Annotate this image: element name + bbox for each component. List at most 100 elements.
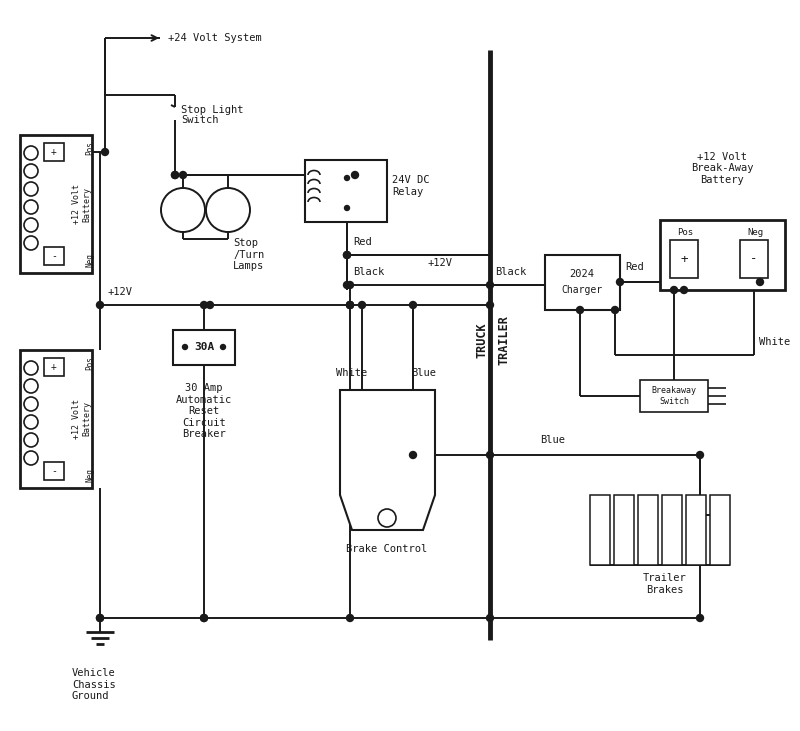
Circle shape [24, 164, 38, 178]
Text: TRAILER: TRAILER [498, 315, 510, 365]
FancyBboxPatch shape [44, 247, 64, 265]
Circle shape [358, 301, 366, 308]
Text: Breakaway
Switch: Breakaway Switch [651, 386, 697, 406]
Circle shape [346, 301, 354, 308]
Text: TRUCK: TRUCK [475, 322, 489, 357]
Circle shape [97, 301, 103, 308]
Circle shape [24, 146, 38, 160]
Text: Black: Black [495, 267, 526, 277]
Text: Blue: Blue [411, 368, 436, 378]
Text: +: + [680, 252, 688, 265]
Circle shape [201, 301, 207, 308]
Text: White: White [336, 368, 367, 378]
Text: +12V: +12V [427, 258, 453, 268]
Circle shape [24, 397, 38, 411]
Text: Brake Control: Brake Control [346, 544, 428, 554]
Text: +: + [51, 362, 57, 372]
Circle shape [410, 301, 417, 308]
Circle shape [378, 509, 396, 527]
Text: White: White [759, 337, 790, 347]
Circle shape [206, 301, 214, 308]
Text: Pos: Pos [677, 228, 693, 237]
Circle shape [346, 281, 354, 289]
Circle shape [97, 615, 103, 621]
Circle shape [346, 615, 354, 621]
FancyBboxPatch shape [640, 380, 708, 412]
Text: +12 Volt
Battery: +12 Volt Battery [72, 399, 92, 439]
Circle shape [182, 344, 187, 349]
Circle shape [24, 236, 38, 250]
Text: Red: Red [625, 262, 644, 272]
Circle shape [670, 287, 678, 294]
Text: Neg: Neg [86, 468, 94, 482]
FancyBboxPatch shape [614, 495, 634, 565]
Circle shape [486, 281, 494, 289]
Circle shape [24, 415, 38, 429]
Circle shape [171, 172, 178, 178]
Circle shape [179, 172, 186, 178]
Circle shape [24, 361, 38, 375]
Circle shape [681, 287, 687, 294]
Circle shape [343, 251, 350, 259]
Circle shape [343, 251, 350, 259]
FancyBboxPatch shape [44, 358, 64, 376]
Circle shape [24, 379, 38, 393]
Circle shape [24, 200, 38, 214]
FancyBboxPatch shape [686, 495, 706, 565]
FancyBboxPatch shape [20, 135, 92, 273]
Text: -: - [51, 251, 57, 261]
Text: 30 Amp
Automatic
Reset
Circuit
Breaker: 30 Amp Automatic Reset Circuit Breaker [176, 383, 232, 439]
Circle shape [24, 218, 38, 232]
Circle shape [102, 148, 109, 156]
Circle shape [161, 188, 205, 232]
Circle shape [201, 615, 207, 621]
Circle shape [346, 301, 354, 308]
Circle shape [757, 279, 763, 286]
Circle shape [486, 452, 494, 458]
Circle shape [617, 279, 623, 286]
Circle shape [206, 188, 250, 232]
Text: Pos: Pos [86, 141, 94, 155]
FancyBboxPatch shape [660, 220, 785, 290]
Text: -: - [750, 252, 758, 265]
Text: +24 Volt System: +24 Volt System [168, 33, 262, 43]
FancyBboxPatch shape [590, 495, 610, 565]
FancyBboxPatch shape [305, 160, 387, 222]
Circle shape [343, 281, 350, 289]
Circle shape [201, 615, 207, 621]
Circle shape [486, 301, 494, 308]
FancyBboxPatch shape [545, 255, 620, 310]
Text: +12 Volt
Break-Away
Battery: +12 Volt Break-Away Battery [690, 152, 754, 185]
Text: +12 Volt
Battery: +12 Volt Battery [72, 184, 92, 224]
Circle shape [24, 451, 38, 465]
Text: Stop
/Turn
Lamps: Stop /Turn Lamps [233, 238, 264, 271]
FancyBboxPatch shape [20, 350, 92, 488]
Text: Red: Red [353, 237, 372, 247]
Circle shape [351, 172, 358, 178]
Circle shape [345, 205, 350, 211]
Circle shape [345, 175, 350, 181]
Text: Neg: Neg [86, 253, 94, 267]
Circle shape [410, 452, 417, 458]
Circle shape [697, 615, 703, 621]
Text: Black: Black [353, 267, 384, 277]
Text: Stop Light: Stop Light [181, 105, 243, 115]
FancyBboxPatch shape [670, 240, 698, 278]
FancyBboxPatch shape [638, 495, 658, 565]
Text: 24V DC
Relay: 24V DC Relay [392, 175, 430, 197]
Text: 30A: 30A [194, 342, 214, 352]
Text: Blue: Blue [540, 435, 565, 445]
Circle shape [346, 301, 354, 308]
FancyBboxPatch shape [173, 330, 235, 365]
Text: Charger: Charger [562, 285, 602, 295]
Text: Switch: Switch [181, 115, 218, 125]
Circle shape [24, 433, 38, 447]
Text: Trailer
Brakes: Trailer Brakes [643, 573, 687, 594]
FancyBboxPatch shape [662, 495, 682, 565]
Text: -: - [51, 466, 57, 476]
Circle shape [486, 615, 494, 621]
Circle shape [171, 172, 178, 178]
FancyBboxPatch shape [710, 495, 730, 565]
FancyBboxPatch shape [740, 240, 768, 278]
Text: +12V: +12V [108, 287, 133, 297]
